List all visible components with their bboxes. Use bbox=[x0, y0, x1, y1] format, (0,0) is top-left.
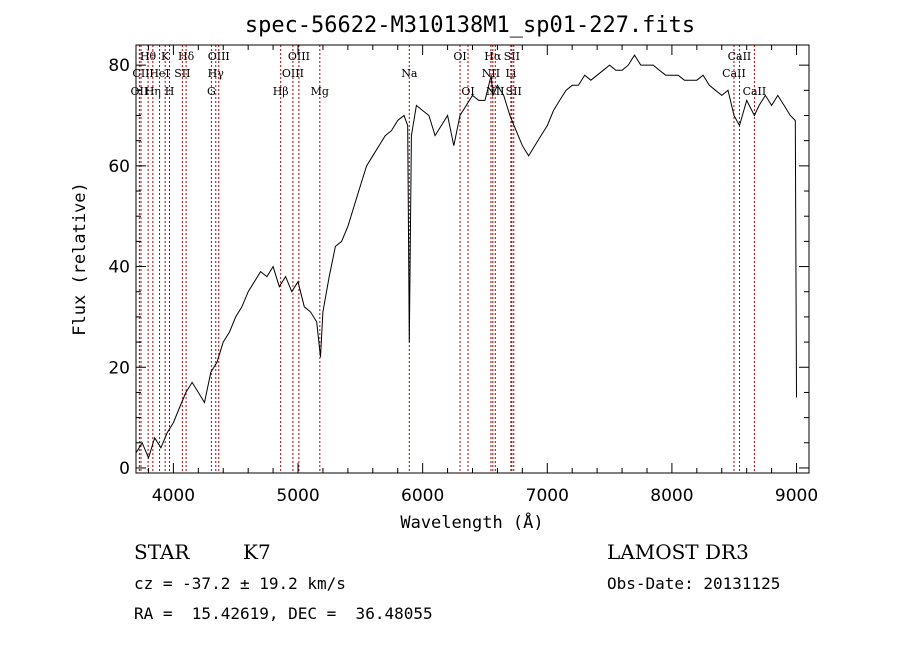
redshift-velocity: cz = -37.2 ± 19.2 km/s bbox=[134, 574, 346, 593]
x-tick-label: 9000 bbox=[775, 486, 818, 506]
line-marker-label: Li bbox=[505, 67, 516, 80]
observation-date: Obs-Date: 20131125 bbox=[607, 574, 781, 593]
line-marker-label: Hγ bbox=[208, 67, 225, 80]
line-marker-label: Na bbox=[401, 67, 418, 80]
line-marker-label: SII bbox=[504, 50, 520, 63]
line-marker-label: K bbox=[161, 50, 170, 63]
object-subclass: K7 bbox=[243, 540, 271, 564]
survey-name: LAMOST DR3 bbox=[607, 540, 749, 564]
coordinates: RA = 15.42619, DEC = 36.48055 bbox=[134, 604, 433, 623]
object-class: STAR bbox=[134, 540, 190, 564]
x-tick-label: 5000 bbox=[276, 486, 319, 506]
x-axis-label: Wavelength (Å) bbox=[400, 511, 543, 533]
line-marker-label: H bbox=[165, 85, 175, 98]
line-marker-label: OI bbox=[453, 50, 466, 63]
line-marker-label: NII bbox=[486, 85, 504, 98]
y-tick-label: 60 bbox=[108, 157, 130, 177]
y-tick-label: 40 bbox=[108, 258, 130, 278]
line-marker-label: Hθ bbox=[140, 50, 157, 63]
chart-title: spec-56622-M310138M1_sp01-227.fits bbox=[245, 13, 695, 38]
line-marker-label: OIII bbox=[282, 67, 304, 80]
line-marker-label: Hα bbox=[484, 50, 502, 63]
line-marker-label: OI bbox=[461, 85, 474, 98]
line-marker-label: Hη bbox=[145, 85, 161, 98]
x-tick-label: 6000 bbox=[401, 486, 444, 506]
line-marker-label: CII bbox=[132, 67, 149, 80]
spectrum-line-0 bbox=[135, 54, 797, 460]
y-tick-label: 80 bbox=[108, 56, 130, 76]
line-marker-label: SII bbox=[506, 85, 522, 98]
line-marker-label: CaII bbox=[728, 50, 752, 63]
x-tick-label: 8000 bbox=[650, 486, 693, 506]
line-marker-label: HeI bbox=[149, 67, 169, 80]
x-tick-label: 4000 bbox=[152, 486, 195, 506]
line-marker-label: OIII bbox=[208, 50, 230, 63]
y-axis-label: Flux (relative) bbox=[70, 182, 90, 336]
line-marker-label: OIII bbox=[288, 50, 310, 63]
y-tick-label: 0 bbox=[119, 459, 130, 479]
line-marker-label: Hβ bbox=[273, 85, 289, 98]
line-marker-label: Mg bbox=[311, 85, 329, 98]
line-markers: Hθ OII CII Hη HeI K H SII Hδ OIII Hγ G Hβ OIII OIII Mg N… bbox=[131, 45, 767, 473]
axis-ticks: 4000 5000 6000 7000 8000 9000 0 20 40 60 80 bbox=[108, 45, 818, 506]
x-tick-label: 7000 bbox=[526, 486, 569, 506]
line-marker-label: CaII bbox=[743, 85, 767, 98]
line-marker-label: OII bbox=[131, 85, 149, 98]
line-marker-label: Hδ bbox=[178, 50, 195, 63]
y-tick-label: 20 bbox=[108, 358, 130, 378]
line-marker-label: CaII bbox=[722, 67, 746, 80]
plot-frame bbox=[135, 44, 810, 474]
spectrum-series bbox=[135, 54, 797, 460]
line-marker-label: SII bbox=[174, 67, 190, 80]
line-marker-label: G bbox=[207, 85, 216, 98]
